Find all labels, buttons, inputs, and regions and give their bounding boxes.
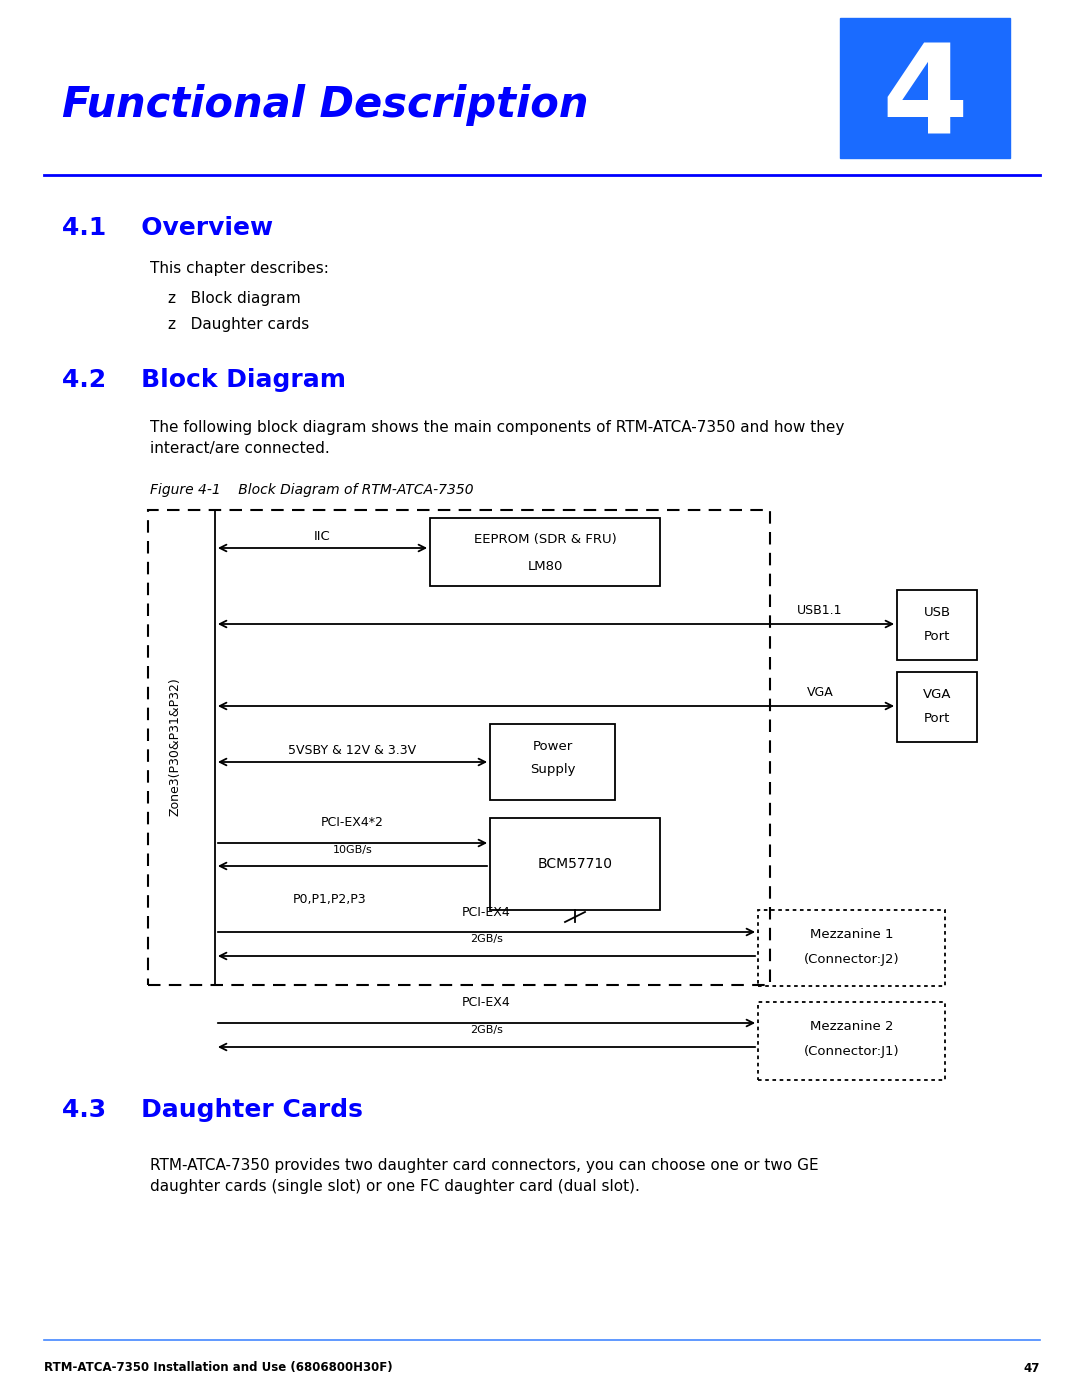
Text: BCM57710: BCM57710	[538, 856, 612, 870]
Text: USB1.1: USB1.1	[797, 605, 842, 617]
Text: IIC: IIC	[314, 529, 330, 542]
Text: The following block diagram shows the main components of RTM-ATCA-7350 and how t: The following block diagram shows the ma…	[150, 420, 845, 455]
Text: PCI-EX4: PCI-EX4	[462, 905, 511, 918]
Text: z   Daughter cards: z Daughter cards	[168, 317, 309, 332]
Text: 2GB/s: 2GB/s	[470, 935, 503, 944]
Text: Power: Power	[532, 739, 572, 753]
Bar	[897, 590, 977, 659]
Text: z   Block diagram: z Block diagram	[168, 291, 300, 306]
Text: PCI-EX4*2: PCI-EX4*2	[321, 816, 383, 828]
Text: P0,P1,P2,P3: P0,P1,P2,P3	[293, 894, 367, 907]
Text: RTM-ATCA-7350 Installation and Use (6806800H30F): RTM-ATCA-7350 Installation and Use (6806…	[44, 1362, 393, 1375]
Bar	[897, 672, 977, 742]
Text: VGA: VGA	[922, 687, 951, 700]
Bar	[148, 510, 770, 985]
Text: 4: 4	[881, 39, 969, 161]
Text: 5VSBY & 12V & 3.3V: 5VSBY & 12V & 3.3V	[288, 743, 417, 757]
Text: Zone3(P30&P31&P32): Zone3(P30&P31&P32)	[168, 678, 181, 816]
Text: LM80: LM80	[527, 560, 563, 573]
Text: Functional Description: Functional Description	[62, 84, 589, 126]
Text: Mezzanine 1: Mezzanine 1	[810, 928, 893, 940]
Text: USB: USB	[923, 605, 950, 619]
Text: PCI-EX4: PCI-EX4	[462, 996, 511, 1010]
Bar	[758, 1002, 945, 1080]
Text: 47: 47	[1024, 1362, 1040, 1375]
Text: Supply: Supply	[530, 764, 576, 777]
Text: Figure 4-1    Block Diagram of RTM-ATCA-7350: Figure 4-1 Block Diagram of RTM-ATCA-735…	[150, 483, 474, 497]
Text: (Connector:J1): (Connector:J1)	[804, 1045, 900, 1059]
Text: EEPROM (SDR & FRU): EEPROM (SDR & FRU)	[474, 534, 617, 546]
Text: Mezzanine 2: Mezzanine 2	[810, 1020, 893, 1032]
Text: 10GB/s: 10GB/s	[333, 845, 373, 855]
Text: Port: Port	[923, 630, 950, 643]
Text: This chapter describes:: This chapter describes:	[150, 260, 329, 275]
Bar	[758, 909, 945, 986]
Bar	[840, 18, 1010, 158]
Text: (Connector:J2): (Connector:J2)	[804, 954, 900, 967]
Text: 4.1    Overview: 4.1 Overview	[62, 217, 273, 240]
Text: Port: Port	[923, 711, 950, 725]
Text: 4.2    Block Diagram: 4.2 Block Diagram	[62, 367, 346, 393]
Text: 2GB/s: 2GB/s	[470, 1025, 503, 1035]
Text: RTM-ATCA-7350 provides two daughter card connectors, you can choose one or two G: RTM-ATCA-7350 provides two daughter card…	[150, 1158, 819, 1194]
Text: VGA: VGA	[807, 686, 834, 700]
Bar	[490, 724, 615, 800]
Bar	[430, 518, 660, 585]
Bar	[490, 819, 660, 909]
Text: 4.3    Daughter Cards: 4.3 Daughter Cards	[62, 1098, 363, 1122]
